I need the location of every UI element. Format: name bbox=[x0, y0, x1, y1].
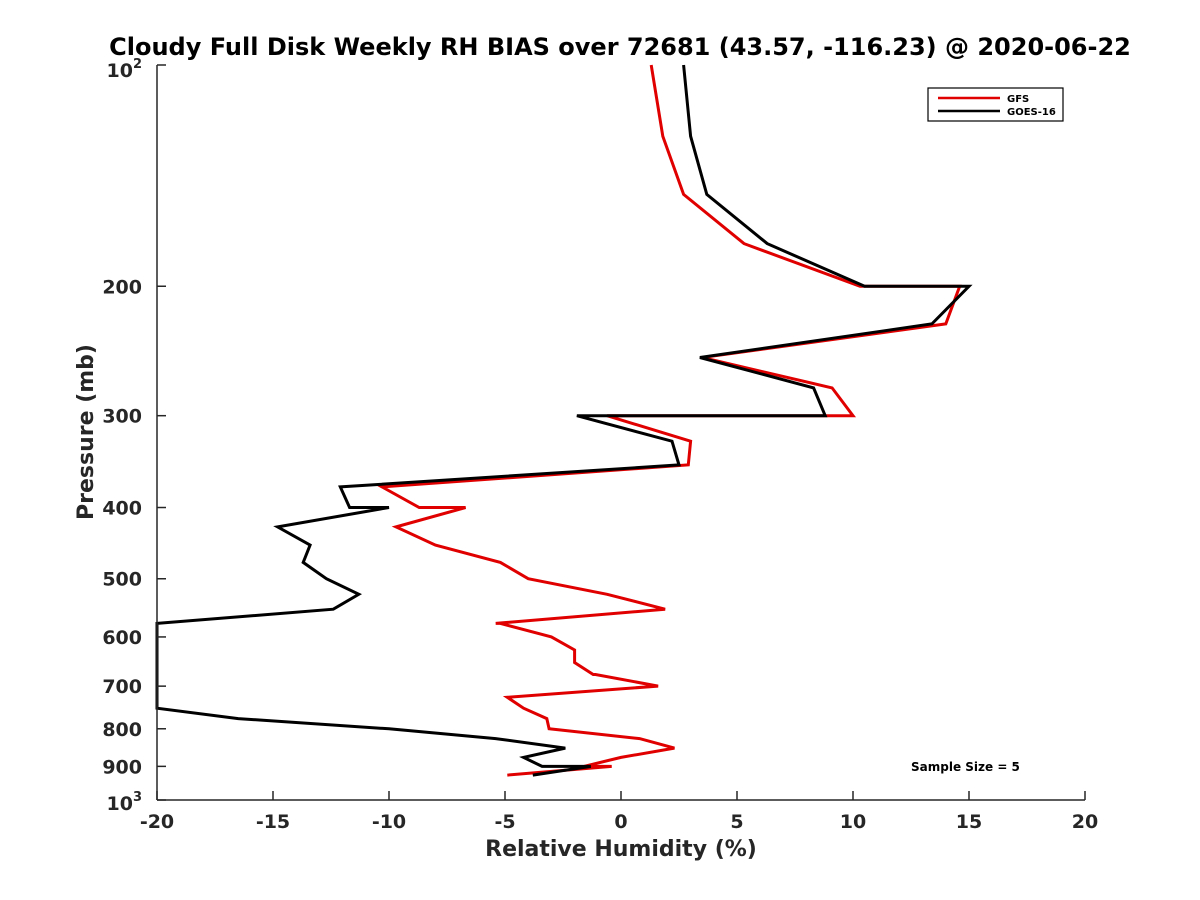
series-line-goes-16 bbox=[155, 64, 973, 777]
y-limit-top-label: 102 bbox=[107, 57, 143, 82]
series-layer bbox=[155, 64, 973, 777]
y-tick-label: 700 bbox=[102, 676, 142, 698]
y-tick-label: 300 bbox=[102, 406, 142, 428]
y-ticks: 200 300 400 500 600 700 800 900 bbox=[102, 64, 166, 801]
x-tick-label: -5 bbox=[494, 811, 515, 833]
svg-text:103: 103 bbox=[107, 790, 143, 815]
chart-title: Cloudy Full Disk Weekly RH BIAS over 726… bbox=[109, 33, 1131, 61]
x-tick-label: 15 bbox=[956, 811, 982, 833]
y-tick-label: 600 bbox=[102, 627, 142, 649]
y-limit-top-base: 10 bbox=[107, 60, 133, 82]
x-tick-label: 0 bbox=[614, 811, 627, 833]
x-axis-label: Relative Humidity (%) bbox=[485, 837, 757, 862]
x-tick-label: 20 bbox=[1072, 811, 1098, 833]
y-tick-label: 200 bbox=[102, 276, 142, 298]
sample-size-annotation: Sample Size = 5 bbox=[911, 760, 1020, 774]
svg-text:102: 102 bbox=[107, 57, 143, 82]
y-tick-label: 400 bbox=[102, 498, 142, 520]
x-tick-label: 10 bbox=[840, 811, 866, 833]
x-tick-label: -10 bbox=[372, 811, 406, 833]
y-limit-bottom-exponent: 3 bbox=[133, 790, 142, 805]
legend: GFS GOES-16 bbox=[927, 87, 1064, 122]
y-tick-label: 800 bbox=[102, 719, 142, 741]
x-tick-label: -20 bbox=[140, 811, 174, 833]
legend-label-gfs: GFS bbox=[1007, 94, 1029, 105]
y-axis-label: Pressure (mb) bbox=[74, 344, 99, 520]
series-line-gfs bbox=[376, 64, 962, 777]
x-tick-label: -15 bbox=[256, 811, 290, 833]
legend-box bbox=[927, 87, 1064, 122]
x-ticks: -20 -15 -10 -5 0 5 10 15 20 bbox=[140, 791, 1098, 833]
y-limit-bottom-label: 103 bbox=[107, 790, 143, 815]
legend-label-goes-16: GOES-16 bbox=[1007, 107, 1056, 118]
y-limit-bottom-base: 10 bbox=[107, 793, 133, 815]
y-tick-label: 500 bbox=[102, 569, 142, 591]
y-limit-top-exponent: 2 bbox=[133, 57, 142, 72]
y-tick-label: 900 bbox=[102, 756, 142, 778]
x-tick-label: 5 bbox=[730, 811, 743, 833]
